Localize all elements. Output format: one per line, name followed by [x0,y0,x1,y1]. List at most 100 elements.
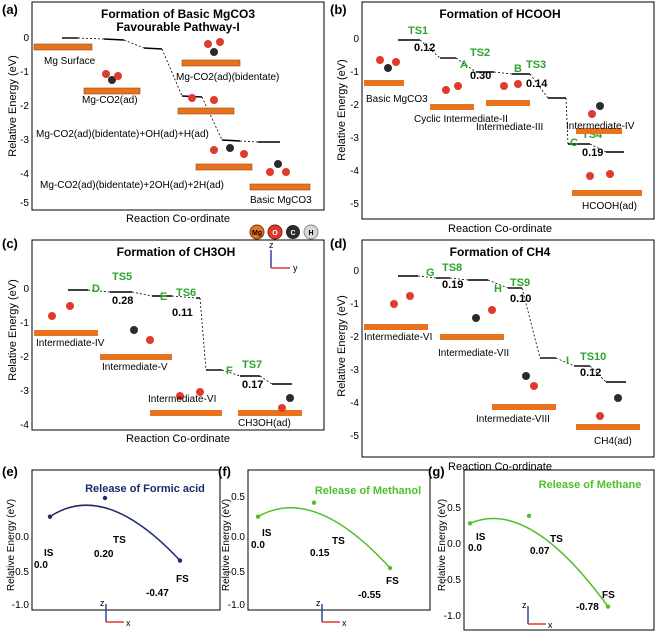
molecules-a [33,38,311,191]
ts-label-c-1: TS6 [176,287,196,299]
connector-c-5 [259,375,273,385]
energy-path-d [398,275,626,383]
panel-label-b: (b) [330,2,347,17]
ts-label-f: TS [332,536,345,547]
state-label-c-3: CH3OH(ad) [238,418,291,429]
molecules-c [34,302,302,416]
mg-slab-b-3 [576,102,622,134]
connector-c-1 [131,291,153,297]
ts-label-d-1: TS9 [510,277,530,289]
state-label-a-3: Mg-CO2(ad)(bidentate)+OH(ad)+H(ad) [36,129,209,140]
connector-d-2 [487,279,509,289]
fs-value-e: -0.47 [146,588,169,599]
ytick-g-3: -1.0 [444,611,462,622]
state-labels-d: Intermediate-VI Intermediate-VII Interme… [364,332,632,447]
panel-b: (b) Formation of HCOOH Relative Energy (… [330,1,655,235]
title-b: Formation of HCOOH [439,7,560,21]
state-labels-c: Intermediate-IV Intermediate-V Intermedi… [36,338,291,429]
ytick-e-0: 0.0 [15,532,29,543]
title-e: Release of Formic acid [85,483,205,495]
step-label-d-2: I [566,355,569,367]
ytick-a-4: -4 [20,169,29,180]
atom-h-label: H [308,230,313,237]
point-g-fs [605,604,611,609]
is-value-g: 0.0 [468,543,482,554]
fs-label-e: FS [176,574,189,585]
ylabel-f: Relative Energy (eV) [221,499,232,591]
state-label-c-2: Intermediate-VI [148,394,216,405]
axis-gizmo-e: z x [100,598,131,628]
yticks-a: 0 -1 -2 -3 -4 -5 [20,33,29,209]
ts-values-d: 0.19 0.10 0.12 [442,279,601,379]
plot-frame-a [31,1,325,211]
connector-c-4 [221,369,241,377]
yticks-d: 0 -1 -2 -3 -4 -5 [350,266,359,442]
ytick-c-1: -1 [20,318,29,329]
panel-label-f: (f) [218,464,231,479]
axis-z-f: z [316,598,321,608]
ts-value-g: 0.07 [530,546,550,557]
ytick-d-5: -5 [350,431,359,442]
fs-label-f: FS [386,576,399,587]
ytick-c-3: -3 [20,386,29,397]
ytick-f-1: 0.0 [231,532,245,543]
point-f-fs [387,565,393,571]
panel-g: (g) Release of Methane Relative Energy (… [428,464,655,631]
mg-slab-b-0 [364,56,404,86]
xlabel-b: Reaction Co-ordinate [448,223,552,235]
panel-label-c: (c) [2,236,18,251]
panel-label-d: (d) [330,236,347,251]
ylabel-a: Relative Energy (eV) [7,55,19,157]
ylabel-d: Relative Energy (eV) [336,295,348,397]
ylabel-c: Relative Energy (eV) [7,279,19,381]
title-g: Release of Methane [539,479,642,491]
state-label-a-2: Mg-CO2(ad)(bidentate) [176,72,279,83]
ts-value-f: 0.15 [310,548,330,559]
ts-label-c-0: TS5 [112,271,132,283]
molecules-d [364,292,640,430]
mg-slab-c-2 [150,388,222,416]
energy-path-c [68,289,292,385]
atom-o-label: O [272,230,278,237]
xlabel-a: Reaction Co-ordinate [126,213,230,225]
yticks-b: 0 -1 -2 -3 -4 -5 [350,34,359,210]
ts-value-b-0: 0.12 [414,42,435,54]
title-d: Formation of CH4 [450,245,551,259]
ytick-a-2: -2 [20,101,29,112]
ts-label-g: TS [550,534,563,545]
panel-label-a: (a) [2,2,18,17]
ts-value-e: 0.20 [94,549,114,560]
point-e-is [47,514,53,519]
state-label-d-2: Intermediate-VIII [476,414,550,425]
ts-value-c-1: 0.11 [172,307,193,319]
molecules-b [364,56,642,196]
curve-e [49,504,181,562]
connector-b-5 [589,143,607,153]
step-label-d-1: H [494,283,502,295]
atom-o-icon [267,224,283,240]
connector-b-3 [529,73,549,99]
plot-frame-g [463,469,655,631]
mg-slab-b-2 [486,80,530,106]
state-label-b-0: Basic MgCO3 [366,94,428,105]
ytick-f-0: 0.5 [231,492,245,503]
step-label-b-2: C [570,137,578,149]
atom-h-icon [303,224,319,240]
ts-values-b: 0.12 0.30 0.14 0.19 [414,42,603,159]
ylabel-e: Relative Energy (eV) [6,499,17,591]
level-a-1 [103,38,125,41]
ytick-b-3: -3 [350,133,359,144]
state-label-a-5: Basic MgCO3 [250,195,312,206]
axis-z-g: z [522,600,527,610]
is-label-g: IS [476,532,486,543]
mg-slab-a-0 [33,43,93,51]
title-c: Formation of CH3OH [117,245,236,259]
mg-slab-a-2 [181,38,241,67]
ytick-g-1: 0.0 [447,539,461,550]
yticks-c: 0 -1 -2 -3 -4 [20,284,29,431]
atom-mg-icon [249,224,265,240]
ts-value-d-0: 0.19 [442,279,463,291]
state-label-d-1: Intermediate-VII [438,348,509,359]
ts-label-b-1: TS2 [470,47,490,59]
